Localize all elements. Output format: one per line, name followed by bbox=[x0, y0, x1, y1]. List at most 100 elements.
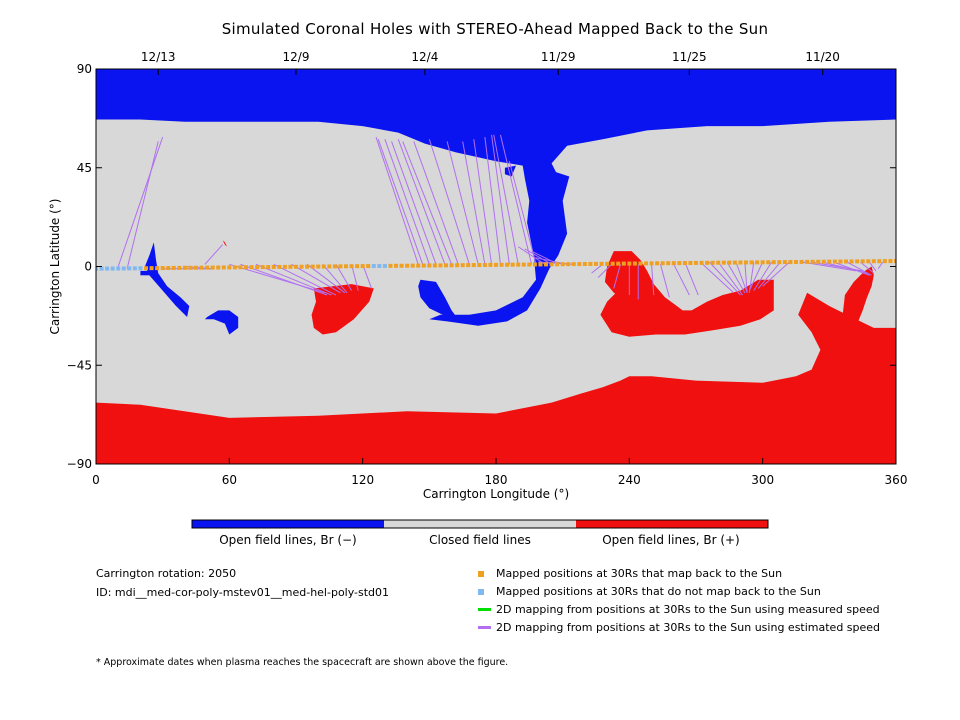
unmapped-point bbox=[138, 266, 143, 271]
mapped-point bbox=[677, 261, 682, 266]
estimated-mapping-line bbox=[757, 261, 781, 289]
mapped-point bbox=[288, 264, 293, 269]
estimated-mapping-line bbox=[491, 134, 510, 265]
estimated-mapping-line bbox=[753, 261, 772, 291]
mapped-point bbox=[788, 260, 793, 265]
y-tick-label: −90 bbox=[67, 457, 92, 471]
mapped-point bbox=[816, 259, 821, 264]
mapped-point bbox=[349, 264, 354, 269]
mapped-point bbox=[166, 266, 171, 271]
estimated-mapping-line bbox=[384, 139, 430, 265]
estimated-mapping-line bbox=[735, 261, 748, 294]
mapped-point bbox=[527, 262, 532, 267]
mapped-point bbox=[482, 262, 487, 267]
mapped-point bbox=[144, 266, 148, 271]
x-tick-label: 360 bbox=[885, 473, 908, 487]
estimated-mapping-line bbox=[473, 139, 493, 265]
mapped-point bbox=[244, 265, 248, 270]
mapped-point bbox=[216, 265, 221, 270]
legend-label: 2D mapping from positions at 30Rs to the… bbox=[496, 603, 880, 616]
positive-coronal-hole-7 bbox=[600, 251, 774, 337]
estimated-mapping-line bbox=[846, 261, 872, 276]
x-tick-label: 300 bbox=[751, 473, 774, 487]
mapped-point bbox=[205, 265, 210, 270]
negative-coronal-hole-5 bbox=[140, 270, 154, 276]
mapped-point bbox=[171, 265, 176, 270]
mapped-point bbox=[438, 263, 443, 268]
y-tick-label: 0 bbox=[84, 260, 92, 274]
mapped-point bbox=[355, 264, 360, 269]
mapped-point bbox=[694, 260, 698, 265]
mapped-point bbox=[294, 264, 298, 269]
chart-title: Simulated Coronal Holes with STEREO-Ahea… bbox=[221, 20, 769, 38]
mapped-point bbox=[332, 264, 337, 269]
estimated-mapping-line bbox=[397, 139, 446, 265]
estimated-mapping-line bbox=[613, 264, 621, 289]
unmapped-point bbox=[127, 266, 132, 271]
mapped-point bbox=[655, 261, 660, 266]
mapped-point bbox=[466, 263, 471, 268]
footnote: * Approximate dates when plasma reaches … bbox=[96, 657, 509, 668]
mapped-point bbox=[260, 265, 265, 270]
estimated-mapping-line bbox=[117, 136, 164, 267]
mapped-point bbox=[394, 263, 398, 268]
positive-coronal-hole-10 bbox=[222, 240, 228, 247]
top-date-label: 11/29 bbox=[541, 50, 576, 64]
mapped-point bbox=[577, 262, 582, 267]
top-date-label: 11/25 bbox=[672, 50, 707, 64]
mapped-point bbox=[682, 261, 687, 266]
mapped-point bbox=[210, 265, 215, 270]
unmapped-point bbox=[116, 266, 121, 271]
mapped-point bbox=[199, 265, 204, 270]
estimated-mapping-line bbox=[762, 261, 790, 287]
mapped-point bbox=[621, 261, 626, 266]
estimated-mapping-line bbox=[204, 244, 224, 265]
mapped-point bbox=[860, 259, 865, 264]
colorbar-frame bbox=[191, 519, 769, 529]
estimated-mapping-line bbox=[291, 263, 341, 294]
colorbar bbox=[191, 519, 769, 529]
x-tick-label: 0 bbox=[92, 473, 100, 487]
mapped-point bbox=[316, 264, 321, 269]
mapped-point bbox=[844, 259, 848, 264]
mapped-point bbox=[344, 264, 348, 269]
positive-coronal-hole-6 bbox=[96, 292, 896, 464]
mapped-point bbox=[638, 261, 643, 266]
colorbar-closed-segment bbox=[384, 520, 576, 528]
mapped-point bbox=[266, 265, 271, 270]
mapped-point bbox=[255, 265, 260, 270]
mapped-point bbox=[882, 259, 887, 264]
colorbar-label-pos: Open field lines, Br (+) bbox=[602, 533, 740, 547]
mapped-point bbox=[399, 263, 404, 268]
mapped-point bbox=[182, 265, 187, 270]
estimated-mapping-line bbox=[531, 250, 559, 265]
negative-coronal-hole-1 bbox=[418, 279, 459, 320]
mapped-square-icon bbox=[478, 571, 484, 577]
mapped-point bbox=[232, 265, 237, 270]
estimated-mapping-line bbox=[673, 264, 690, 296]
mapped-point bbox=[160, 266, 165, 271]
mapped-point bbox=[671, 261, 676, 266]
mapped-point bbox=[744, 260, 748, 265]
unmapped-point bbox=[96, 266, 98, 271]
mapped-point bbox=[821, 259, 826, 264]
mapped-point bbox=[721, 260, 726, 265]
mapping-lines bbox=[117, 134, 884, 300]
x-tick-label: 120 bbox=[351, 473, 374, 487]
negative-coronal-hole-0 bbox=[96, 69, 896, 326]
mapped-point bbox=[366, 264, 371, 269]
legend-label: Mapped positions at 30Rs that map back t… bbox=[496, 567, 783, 580]
mapped-point bbox=[449, 263, 454, 268]
negative-coronal-hole-2 bbox=[504, 165, 516, 177]
top-date-label: 12/13 bbox=[141, 50, 176, 64]
top-date-label: 11/20 bbox=[805, 50, 840, 64]
estimated-mapping-line bbox=[375, 136, 419, 265]
estimated-mapping-line bbox=[391, 141, 437, 265]
mapped-point bbox=[360, 264, 365, 269]
mapped-point bbox=[705, 260, 710, 265]
estimated-mapping-line bbox=[833, 261, 870, 276]
estimated-mapping-line bbox=[493, 134, 519, 265]
mapped-point bbox=[799, 259, 804, 264]
unmapped-point bbox=[371, 264, 376, 269]
mapped-point bbox=[760, 260, 765, 265]
